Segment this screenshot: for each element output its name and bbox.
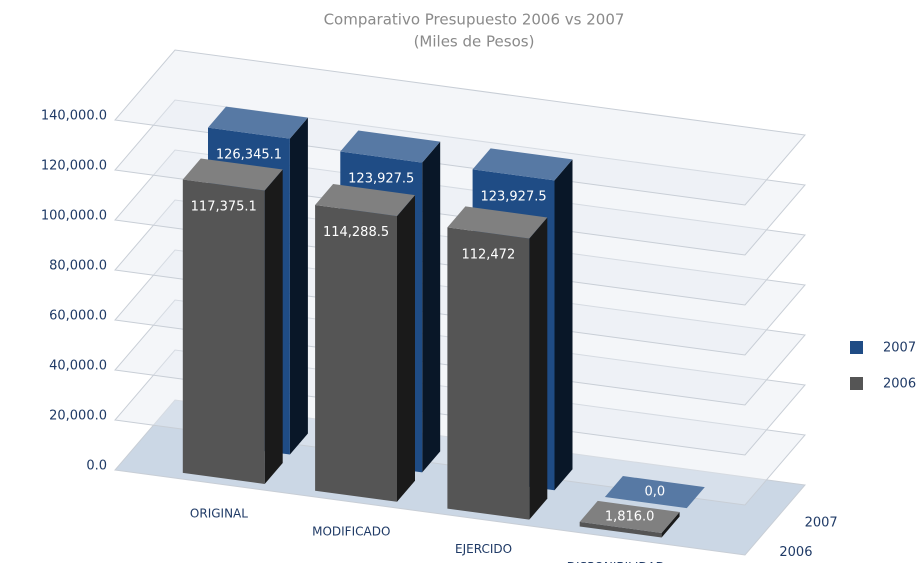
y-tick-label: 140,000.0 xyxy=(41,109,107,124)
bar xyxy=(315,205,397,502)
bar-top xyxy=(182,158,283,191)
legend-label: 2006 xyxy=(883,377,916,392)
bar-side xyxy=(264,169,283,484)
y-tick-label: 40,000.0 xyxy=(49,359,107,374)
chart-subtitle: (Miles de Pesos) xyxy=(414,33,535,51)
value-label: 1,816.0 xyxy=(605,509,655,524)
bar-side xyxy=(661,511,680,538)
y-tick-label: 100,000.0 xyxy=(41,209,107,224)
value-label: 117,375.1 xyxy=(191,199,257,214)
bar-top xyxy=(315,184,415,217)
legend-swatch xyxy=(850,341,863,354)
bar-top xyxy=(472,148,573,181)
bar-side xyxy=(529,217,548,520)
y-tick-label: 0.0 xyxy=(86,459,107,474)
bar-top xyxy=(340,130,441,163)
bar-side xyxy=(554,159,573,491)
x-tick-label: ORIGINAL xyxy=(190,507,248,521)
bar-side xyxy=(422,141,441,473)
legend-swatch xyxy=(850,377,863,390)
value-label: 112,472 xyxy=(461,247,515,262)
value-label: 123,927.5 xyxy=(348,172,414,187)
value-label: 123,927.5 xyxy=(480,189,546,204)
x-tick-label: DISPONIBILIDAD xyxy=(567,560,665,563)
bar-top xyxy=(579,500,680,533)
value-label: 0,0 xyxy=(645,485,666,500)
bar xyxy=(447,227,530,520)
y-tick-label: 120,000.0 xyxy=(41,159,107,174)
bar-top xyxy=(604,476,705,509)
bar-side xyxy=(397,195,415,502)
bar-top xyxy=(447,206,548,239)
y-tick-label: 60,000.0 xyxy=(49,309,107,324)
value-label: 126,345.1 xyxy=(216,148,282,163)
bar-side xyxy=(289,117,308,455)
x-tick-label: EJERCIDO xyxy=(455,542,512,556)
legend-label: 2007 xyxy=(883,341,916,356)
chart-title: Comparativo Presupuesto 2006 vs 2007 xyxy=(324,11,625,29)
bar-top xyxy=(208,106,308,139)
bar xyxy=(579,521,662,538)
x-tick-label: MODIFICADO xyxy=(312,524,390,538)
bar xyxy=(182,179,265,484)
y-tick-label: 80,000.0 xyxy=(49,259,107,274)
value-label: 114,288.5 xyxy=(323,225,389,240)
depth-label: 2006 xyxy=(779,545,812,560)
y-tick-label: 20,000.0 xyxy=(49,409,107,424)
depth-label: 2007 xyxy=(805,516,838,531)
